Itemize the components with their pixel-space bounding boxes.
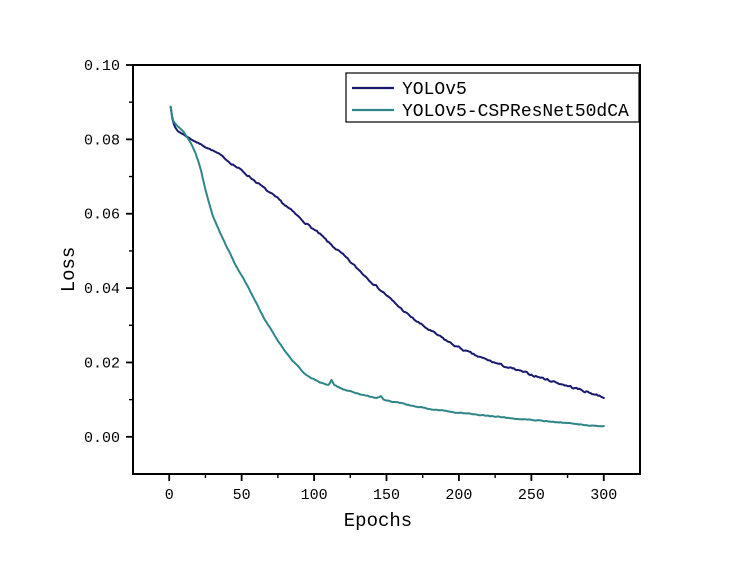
y-tick-label: 0.08 [84,132,120,149]
legend-label-yolov5: YOLOv5 [402,80,467,100]
y-tick-label: 0.06 [84,207,120,224]
legend-label-cspresnet: YOLOv5-CSPResNet50dCA [402,102,629,122]
x-axis-title: Epochs [344,510,412,532]
x-tick-label: 300 [590,487,617,504]
y-tick-label: 0.00 [84,430,120,447]
axes-spines [132,64,641,475]
x-tick-label: 150 [373,487,400,504]
y-tick-label: 0.04 [84,281,120,298]
x-tick-label: 0 [165,487,174,504]
x-tick-label: 100 [301,487,328,504]
series-line-yolov5-cspresnet50dca [169,105,605,428]
series-line-yolov5 [169,105,605,399]
y-tick-label: 0.10 [84,58,120,75]
plot-area: 0 50 100 150 200 250 300 0.00 0.02 0.04 0.06 0.08 0.… [84,58,641,504]
legend: YOLOv5 YOLOv5-CSPResNet50dCA [345,72,640,123]
legend-box [345,72,640,123]
x-tick-label: 50 [233,487,251,504]
y-axis-title: Loss [58,247,80,293]
y-tick-label: 0.02 [84,355,120,372]
x-tick-label: 250 [518,487,545,504]
x-tick-label: 200 [445,487,472,504]
